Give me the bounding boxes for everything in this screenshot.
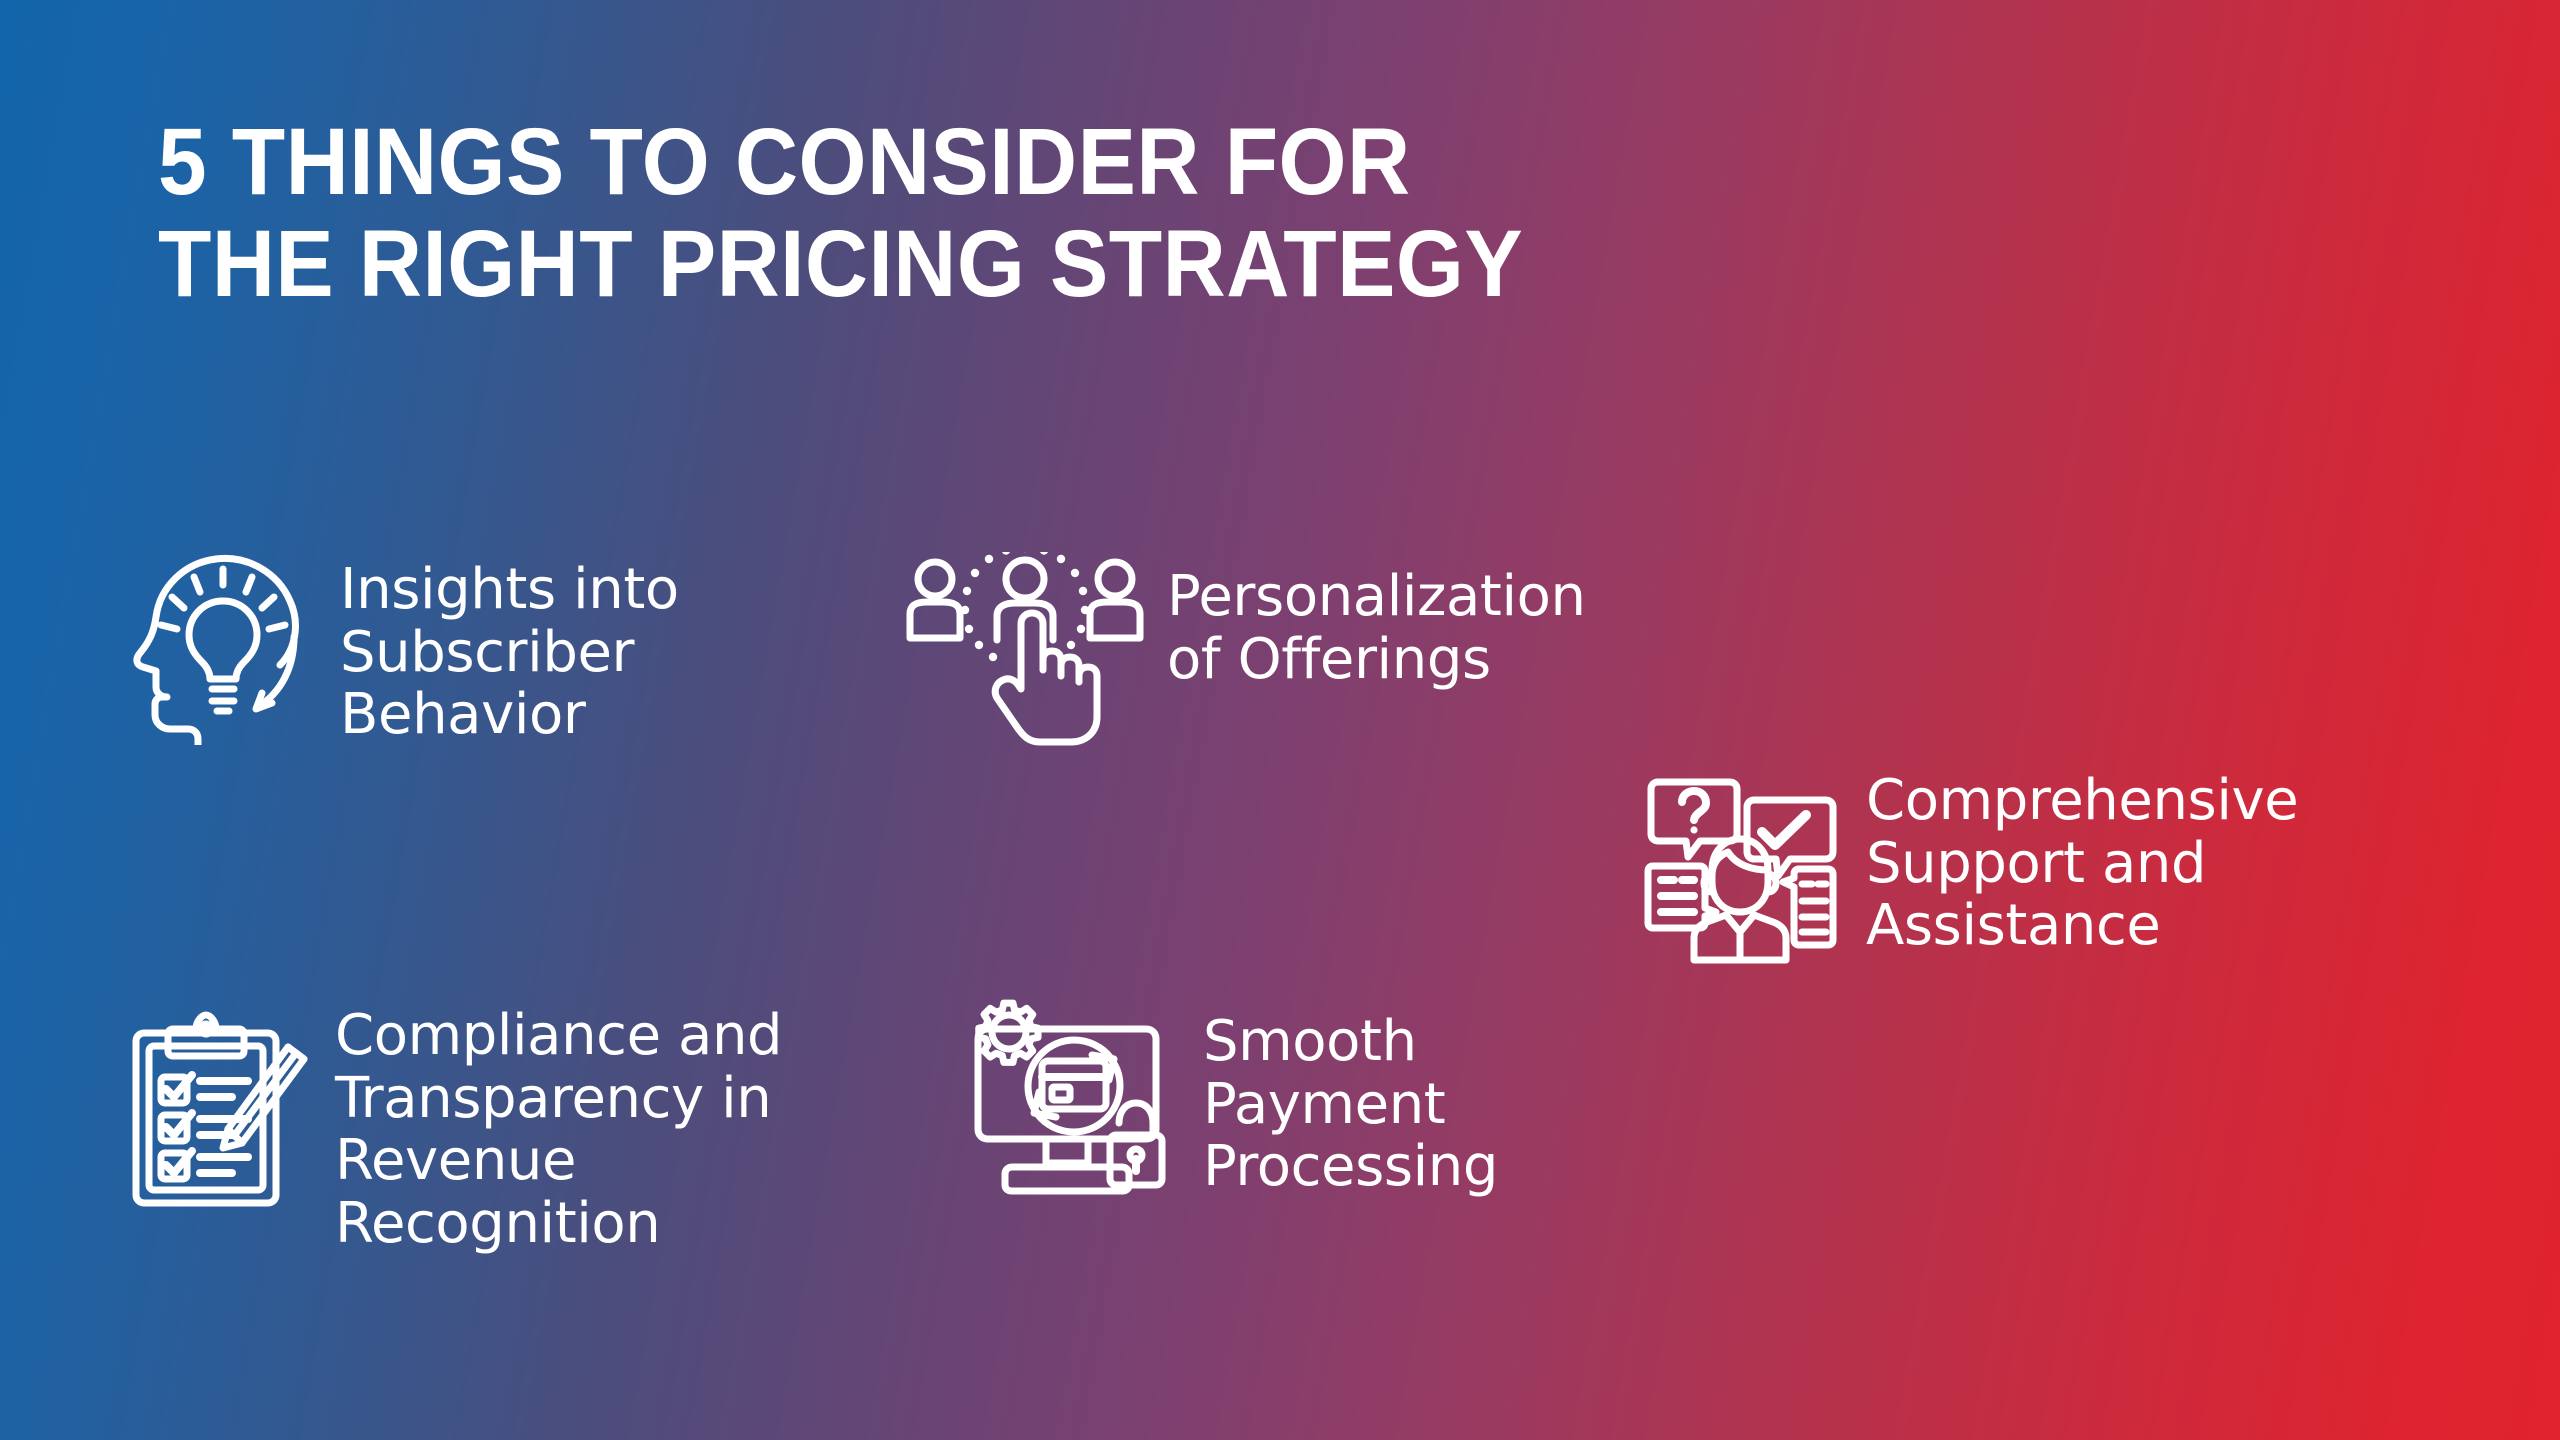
support-agent-chat-icon <box>1638 760 1838 965</box>
page-title: 5 THINGS TO CONSIDER FOR THE RIGHT PRICI… <box>158 109 1858 317</box>
head-lightbulb-icon <box>128 545 318 745</box>
title-line-1: 5 THINGS TO CONSIDER FOR <box>158 109 1411 215</box>
clipboard-checklist-pencil-icon <box>128 1005 313 1210</box>
feature-item-insights: Insights into Subscriber Behavior <box>128 545 679 747</box>
feature-label-compliance: Compliance and Transparency in Revenue R… <box>335 1003 783 1257</box>
feature-label-insights: Insights into Subscriber Behavior <box>340 557 679 748</box>
feature-label-support: Comprehensive Support and Assistance <box>1866 768 2299 959</box>
feature-item-support: Comprehensive Support and Assistance <box>1638 760 2299 965</box>
feature-item-personalization: Personalization of Offerings <box>905 552 1586 747</box>
monitor-card-lock-icon <box>968 995 1173 1195</box>
title-line-2: THE RIGHT PRICING STRATEGY <box>158 210 1524 317</box>
people-selection-hand-icon <box>905 552 1145 747</box>
feature-item-compliance: Compliance and Transparency in Revenue R… <box>128 1003 783 1257</box>
feature-label-personalization: Personalization of Offerings <box>1167 564 1586 692</box>
feature-item-payment: Smooth Payment Processing <box>968 995 1498 1199</box>
feature-label-payment: Smooth Payment Processing <box>1203 1009 1499 1200</box>
